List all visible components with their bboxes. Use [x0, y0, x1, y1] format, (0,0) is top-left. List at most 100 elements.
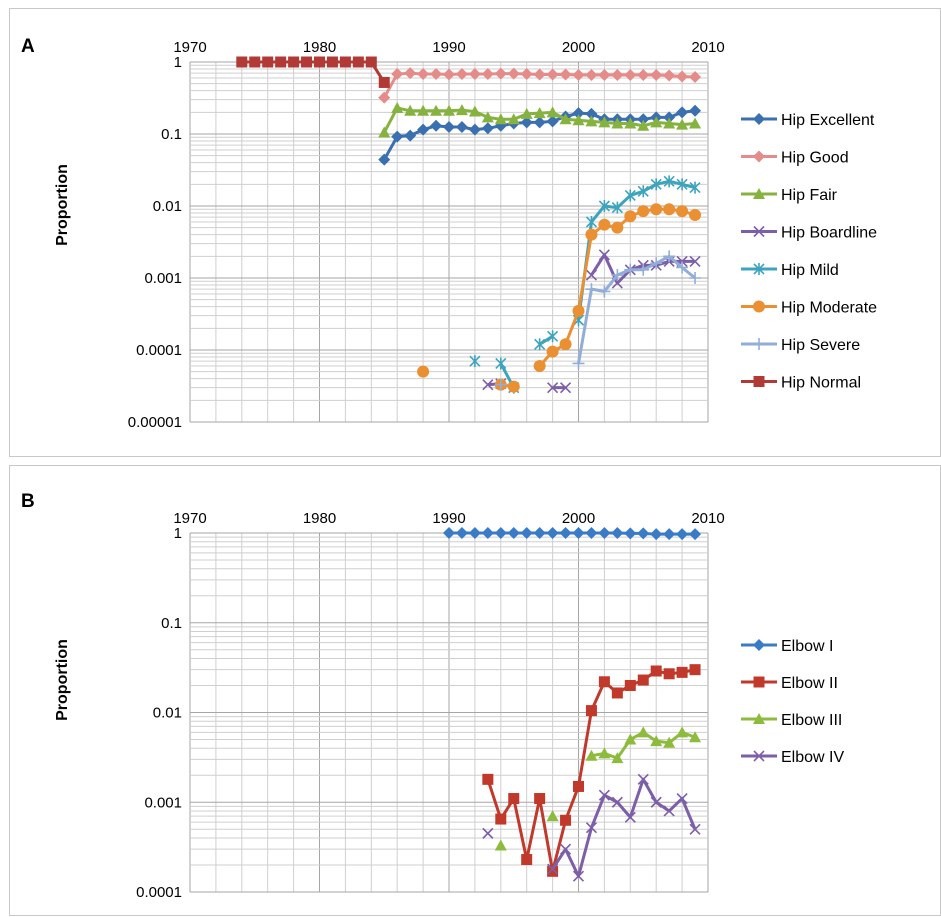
data-point-elbow-iv — [650, 796, 662, 808]
data-point-elbow-ii — [521, 854, 533, 866]
data-point-hip-fair — [520, 107, 533, 119]
panel-b-label: B — [21, 491, 35, 512]
data-point-elbow-i — [676, 528, 689, 541]
data-point-elbow-i — [598, 527, 611, 539]
data-point-elbow-i — [689, 528, 702, 541]
legend-entry-hip-good: Hip Good — [741, 150, 849, 167]
data-point-elbow-iv — [598, 789, 610, 801]
x-tick-label: 1990 — [432, 39, 465, 56]
data-point-hip-fair — [533, 107, 546, 119]
data-point-hip-moderate — [559, 338, 572, 351]
data-point-hip-good — [468, 68, 481, 81]
data-point-hip-mild — [534, 338, 546, 351]
legend-label: Hip Mild — [781, 262, 839, 279]
data-point-hip-excellent — [546, 115, 559, 128]
series-hip-moderate — [417, 203, 702, 393]
data-point-hip-normal — [301, 56, 313, 68]
data-point-elbow-i — [455, 527, 468, 539]
data-point-hip-fair — [689, 117, 702, 129]
data-point-hip-fair — [559, 113, 572, 125]
series-hip-mild — [469, 175, 701, 394]
series-elbow-iii — [494, 726, 702, 851]
data-point-elbow-ii — [689, 664, 701, 676]
legend-entry-hip-excellent: Hip Excellent — [741, 112, 875, 129]
data-point-hip-mild — [611, 201, 623, 214]
data-point-elbow-i — [572, 527, 585, 539]
data-point-elbow-ii — [534, 793, 546, 805]
data-point-hip-boardline — [598, 249, 610, 261]
data-point-hip-fair — [585, 115, 598, 127]
series-hip-severe — [494, 250, 702, 391]
x-tick-label: 2010 — [691, 510, 724, 527]
data-point-elbow-ii — [650, 665, 662, 677]
data-point-hip-severe — [637, 263, 650, 276]
data-point-hip-fair — [417, 104, 430, 116]
legend-swatch-marker — [753, 750, 765, 762]
data-point-hip-fair — [507, 113, 520, 125]
data-point-hip-normal — [288, 56, 300, 68]
data-point-elbow-i — [637, 527, 650, 540]
data-point-hip-fair — [494, 113, 507, 125]
data-point-hip-moderate — [598, 218, 611, 231]
data-point-hip-excellent — [468, 123, 481, 136]
data-point-hip-severe — [689, 272, 702, 284]
legend-entry-hip-severe: Hip Severe — [741, 337, 860, 354]
data-point-elbow-ii — [624, 679, 636, 691]
legend-label: Hip Normal — [781, 375, 861, 392]
data-point-elbow-ii — [508, 793, 520, 805]
y-tick-label: 0.1 — [161, 126, 182, 143]
panel-a-label: A — [21, 36, 35, 57]
data-point-elbow-iii — [598, 747, 611, 759]
data-point-elbow-iv — [624, 811, 636, 823]
legend-swatch-marker — [753, 338, 765, 350]
data-point-hip-good — [637, 68, 650, 81]
panel-b-chart: 1970 1980 1990 2000 2010 1 0.1 0.01 0.001 0.0001 E… — [136, 510, 844, 901]
data-point-hip-severe — [676, 261, 689, 274]
series-line-hip-severe — [577, 254, 696, 364]
data-point-elbow-iii — [585, 749, 598, 761]
legend-entry-elbow-iv: Elbow IV — [741, 749, 844, 766]
legend-entry-elbow-i: Elbow I — [741, 638, 833, 655]
data-point-hip-excellent — [378, 153, 391, 166]
data-point-hip-normal — [262, 56, 274, 68]
data-point-hip-moderate — [637, 205, 650, 218]
data-point-hip-good — [481, 68, 494, 81]
data-point-elbow-ii — [495, 813, 507, 825]
y-tick-label: 0.00001 — [128, 414, 182, 431]
data-point-elbow-ii — [573, 780, 584, 792]
data-point-elbow-i — [611, 527, 624, 539]
data-point-hip-excellent — [481, 122, 494, 135]
data-point-hip-good — [430, 68, 443, 81]
data-point-hip-moderate — [689, 208, 702, 221]
data-point-hip-excellent — [443, 121, 455, 134]
data-point-hip-mild — [676, 178, 688, 191]
x-tick-label: 2000 — [562, 39, 595, 56]
data-point-hip-mild — [547, 330, 559, 343]
legend-swatch-marker — [753, 263, 765, 275]
data-point-elbow-i — [585, 527, 598, 539]
legend-label: Hip Moderate — [781, 300, 877, 317]
data-point-elbow-iii — [676, 726, 689, 738]
data-point-hip-fair — [637, 119, 650, 131]
data-point-hip-boardline — [585, 269, 598, 281]
data-point-elbow-iii — [624, 733, 637, 745]
data-point-hip-good — [520, 68, 533, 81]
data-point-elbow-iv — [559, 843, 572, 855]
series-elbow-iv — [482, 773, 701, 882]
legend-entry-hip-fair: Hip Fair — [741, 187, 838, 204]
legend-label: Elbow IV — [781, 749, 844, 766]
data-point-elbow-iv — [637, 773, 649, 785]
data-point-hip-good — [378, 91, 391, 104]
data-point-hip-boardline — [482, 379, 494, 391]
data-point-hip-fair — [624, 117, 637, 129]
legend-swatch-marker — [753, 676, 765, 688]
data-point-hip-fair — [443, 104, 455, 116]
data-point-hip-severe — [663, 250, 676, 263]
legend-label: Hip Excellent — [781, 112, 875, 129]
data-point-elbow-i — [624, 527, 637, 540]
data-point-hip-excellent — [637, 113, 650, 126]
legend-label: Elbow III — [781, 712, 842, 729]
x-tick-label: 1980 — [303, 39, 336, 56]
data-point-hip-moderate — [546, 345, 559, 358]
